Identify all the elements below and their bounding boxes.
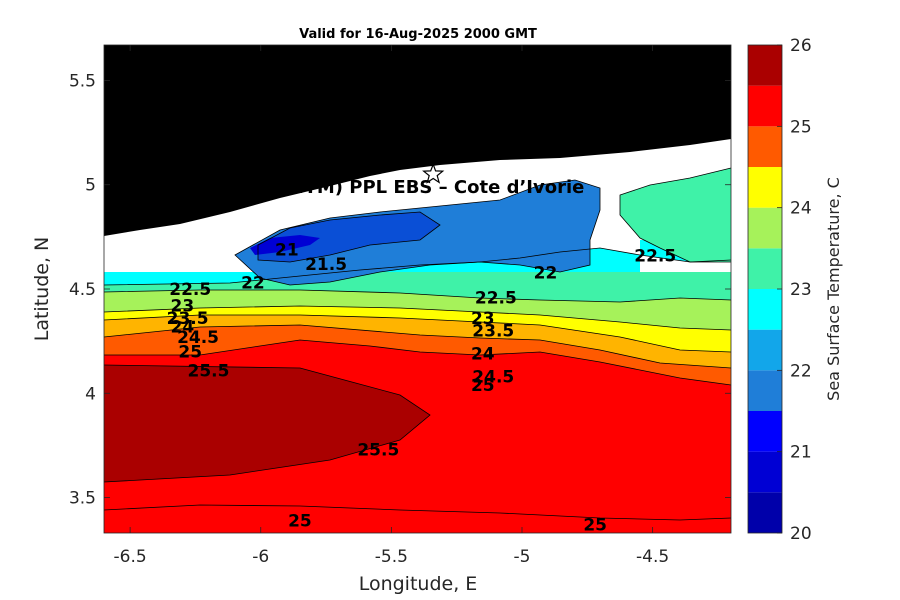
contour-label: 24.5 <box>177 328 219 348</box>
contour-label: 25 <box>583 516 607 536</box>
y-axis: 3.5 4 4.5 5 5.5 <box>69 71 731 509</box>
contour-line <box>103 289 732 303</box>
contour-line <box>103 504 732 521</box>
x-tick-label: -4.5 <box>636 547 669 567</box>
contour-label: 23 <box>171 297 195 317</box>
colorbar-swatch <box>748 45 782 86</box>
y-axis-label: Latitude, N <box>31 237 53 342</box>
colorbar-swatch <box>748 126 782 167</box>
contour-label: 23 <box>471 309 495 329</box>
contour-label: 21.5 <box>305 255 347 275</box>
colorbar-tick-label: 23 <box>790 280 812 300</box>
sst-band-22.5-23-east <box>620 168 731 262</box>
contour-line <box>103 364 431 483</box>
colorbar-swatch <box>748 85 782 127</box>
contour-label: 24 <box>471 345 495 365</box>
y-tick-label: 4.5 <box>69 280 96 300</box>
x-tick-label: -5 <box>514 547 531 567</box>
colorbar: 20 21 22 23 24 25 26 <box>747 36 812 544</box>
contour-label: 23.5 <box>472 322 514 342</box>
colorbar-swatch <box>748 492 782 533</box>
contour-label: 25.5 <box>357 441 399 461</box>
contour-label: 25.5 <box>188 361 230 381</box>
colorbar-tick-label: 21 <box>790 443 812 463</box>
x-tick-label: -6.5 <box>114 547 147 567</box>
colorbar-swatch <box>748 451 782 493</box>
contour-line <box>103 247 732 286</box>
colorbar-swatch <box>748 411 782 452</box>
colorbar-label: Sea Surface Temperature, C <box>824 177 843 401</box>
colorbar-tick-label: 26 <box>790 36 812 56</box>
contour-line <box>104 339 732 386</box>
contour-label: 25 <box>178 343 202 363</box>
colorbar-tick-label: 22 <box>790 361 812 381</box>
contour-label: 22 <box>241 274 265 294</box>
contour-label: 22.5 <box>169 280 211 300</box>
colorbar-swatch <box>748 329 782 371</box>
contour-line <box>103 314 732 353</box>
colorbar-tick-label: 20 <box>790 524 812 544</box>
contour-line <box>103 305 732 331</box>
colorbar-tick-label: 24 <box>790 199 812 219</box>
colorbar-swatch <box>748 289 782 330</box>
contour-label: 24 <box>171 318 195 338</box>
colorbar-swatch <box>748 207 782 249</box>
x-axis: -6.5 -6 -5.5 -5 -4.5 <box>114 45 669 567</box>
sst-band-21-21.5 <box>258 212 440 262</box>
colorbar-tick-label: 25 <box>790 117 812 137</box>
sst-band-25.5-26 <box>104 365 430 482</box>
contour-line <box>103 324 732 369</box>
land-mask <box>104 45 731 236</box>
y-tick-label: 3.5 <box>69 489 96 509</box>
x-axis-label: Longitude, E <box>359 573 478 595</box>
contour-label: 22.5 <box>634 247 676 267</box>
colorbar-swatch <box>748 167 782 208</box>
x-tick-label: -5.5 <box>375 547 408 567</box>
y-tick-label: 4 <box>85 384 96 404</box>
contour-line <box>257 211 441 263</box>
contour-label: 25 <box>288 511 312 531</box>
contour-line <box>234 179 601 286</box>
plot-area: A (ONHYM) PPL EBS – Cote d’Ivorie 21 21.5… <box>103 44 732 536</box>
y-tick-label: 5.5 <box>69 71 96 91</box>
contour-label: 21 <box>275 240 299 260</box>
contour-label: 24.5 <box>472 368 514 388</box>
contour-label: 25 <box>471 376 495 396</box>
colorbar-swatch <box>748 248 782 289</box>
chart-title: Valid for 16-Aug-2025 2000 GMT <box>299 27 537 42</box>
contour-label: 23.5 <box>167 309 209 329</box>
contour-label: 22.5 <box>475 288 517 308</box>
site-annotation: A (ONHYM) PPL EBS – Cote d’Ivorie <box>230 177 584 198</box>
y-tick-label: 5 <box>85 176 96 196</box>
contour-line <box>619 167 732 263</box>
star-icon <box>422 162 445 184</box>
contour-label: 22 <box>534 263 558 283</box>
x-tick-label: -6 <box>252 547 269 567</box>
colorbar-swatch <box>748 370 782 411</box>
